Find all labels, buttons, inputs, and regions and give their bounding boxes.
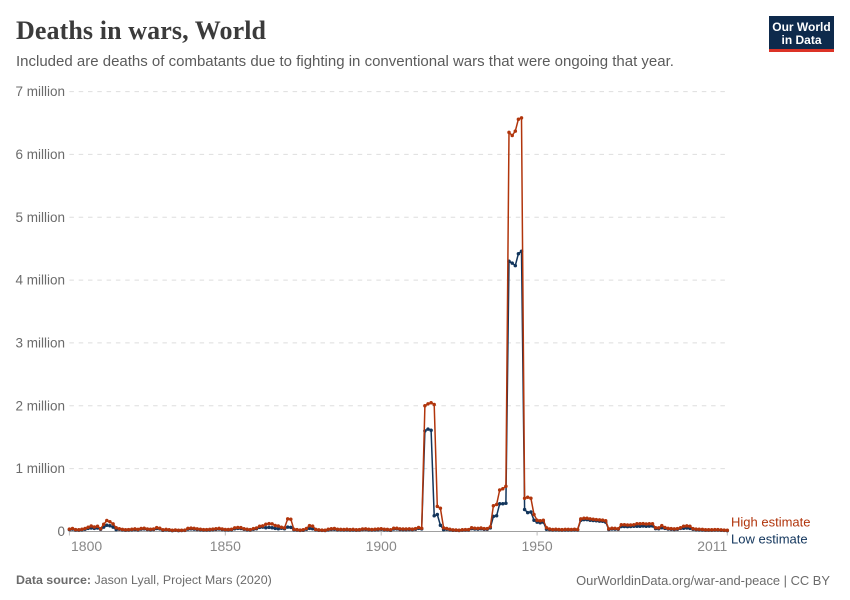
svg-text:6 million: 6 million	[15, 147, 65, 162]
svg-text:2 million: 2 million	[15, 398, 65, 413]
svg-text:0: 0	[57, 524, 65, 539]
svg-text:5 million: 5 million	[15, 210, 65, 225]
svg-text:2011: 2011	[697, 538, 727, 554]
svg-text:1850: 1850	[210, 538, 241, 554]
svg-text:4 million: 4 million	[15, 273, 65, 288]
svg-text:1800: 1800	[71, 538, 102, 554]
svg-text:3 million: 3 million	[15, 335, 65, 350]
svg-text:Low estimate: Low estimate	[731, 532, 808, 547]
svg-text:High estimate: High estimate	[731, 515, 810, 530]
svg-text:1 million: 1 million	[15, 461, 65, 476]
svg-text:1900: 1900	[366, 538, 397, 554]
svg-text:7 million: 7 million	[15, 84, 65, 99]
svg-text:1950: 1950	[522, 538, 553, 554]
